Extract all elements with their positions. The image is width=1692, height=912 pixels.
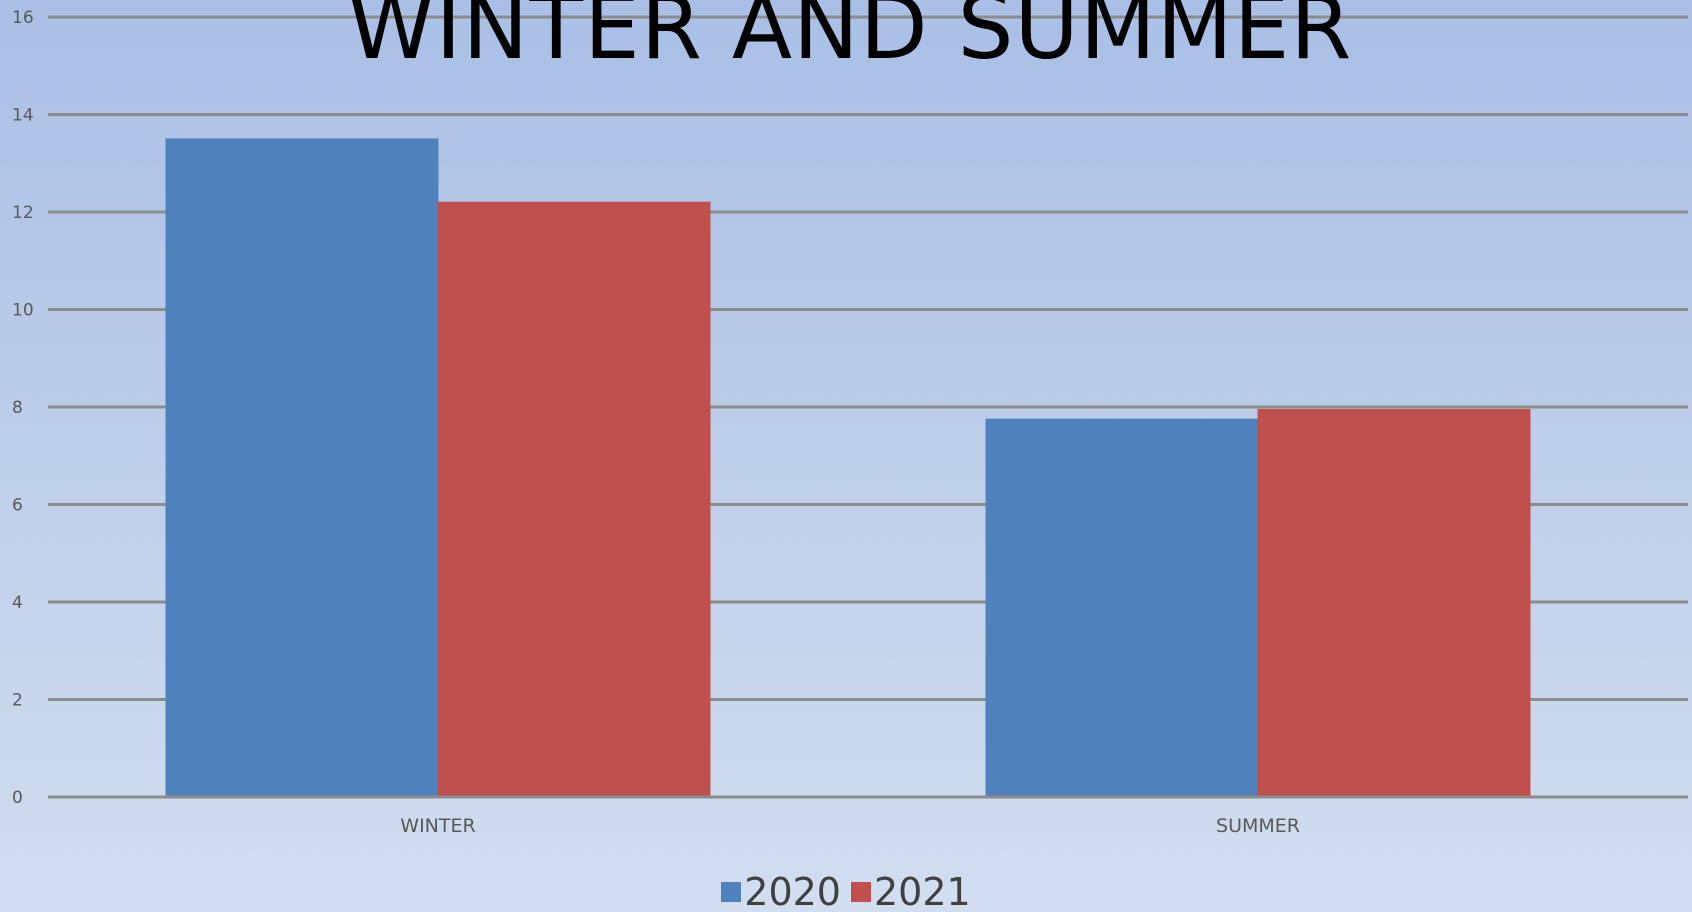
legend-item-2020: 2020: [721, 872, 841, 912]
y-tick-label: 12: [12, 203, 34, 223]
legend-swatch: [721, 882, 742, 902]
y-tick-label: 6: [12, 496, 23, 516]
legend-label: 2020: [744, 870, 841, 912]
bar-2020-winter: [165, 138, 439, 798]
bar-2021-winter: [437, 201, 711, 798]
y-tick-label: 14: [12, 106, 34, 126]
x-tick-label: SUMMER: [1216, 815, 1300, 837]
legend-label: 2021: [874, 870, 971, 912]
legend: 2020 2021: [0, 872, 1692, 912]
bar-2020-summer: [985, 418, 1259, 798]
y-axis-ticks: 0 2 4 6 8 10 12 14 16: [12, 8, 34, 808]
chart-title: WINTER AND SUMMER: [347, 0, 1353, 79]
y-tick-label: 16: [12, 8, 34, 28]
bars: [165, 138, 1531, 798]
y-tick-label: 8: [12, 398, 23, 418]
legend-swatch: [851, 882, 871, 902]
y-tick-label: 4: [12, 593, 23, 613]
bar-2021-summer: [1257, 408, 1531, 798]
legend-item-2021: 2021: [851, 872, 971, 912]
y-tick-label: 0: [12, 788, 23, 808]
y-tick-label: 2: [12, 691, 23, 711]
y-tick-label: 10: [12, 301, 34, 321]
plot-area: 0 2 4 6 8 10 12 14 16 WINTER SUMMER: [12, 8, 1688, 837]
x-axis-labels: WINTER SUMMER: [400, 815, 1300, 837]
x-tick-label: WINTER: [400, 815, 475, 837]
